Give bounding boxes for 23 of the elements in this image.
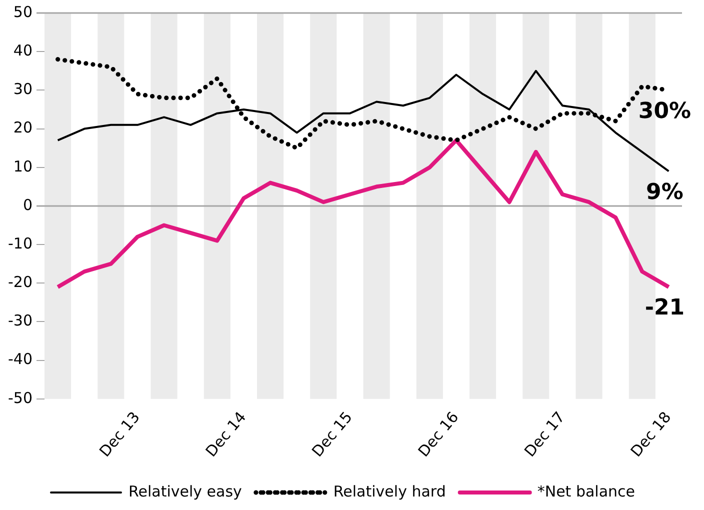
y-tick-label: -20 — [8, 273, 32, 292]
annotation: 30% — [638, 98, 692, 124]
y-tick-label: -30 — [8, 312, 32, 330]
x-tick-label: Dec 18 — [626, 408, 675, 460]
y-tick-label: 0 — [22, 196, 32, 214]
annotation: 9% — [646, 180, 684, 205]
legend-label: *Net balance — [537, 482, 635, 500]
x-tick-label: Dec 17 — [520, 408, 569, 460]
y-tick-label: -40 — [8, 350, 32, 368]
legend-label: Relatively easy — [128, 482, 242, 500]
y-tick-label: 50 — [13, 2, 32, 21]
y-tick-label: -50 — [8, 388, 32, 407]
x-tick-label: Dec 15 — [308, 408, 356, 460]
x-tick-label: Dec 16 — [414, 408, 462, 460]
y-tick-label: 10 — [13, 157, 32, 176]
y-tick-label: 20 — [13, 118, 32, 137]
annotation: -21 — [644, 296, 685, 321]
y-tick-label: 40 — [13, 41, 32, 60]
x-tick-label: Dec 13 — [96, 408, 144, 460]
y-tick-label: 30 — [13, 80, 32, 98]
x-tick-label: Dec 14 — [202, 408, 250, 460]
legend-label: Relatively hard — [333, 482, 446, 500]
y-tick-label: -10 — [8, 234, 32, 252]
